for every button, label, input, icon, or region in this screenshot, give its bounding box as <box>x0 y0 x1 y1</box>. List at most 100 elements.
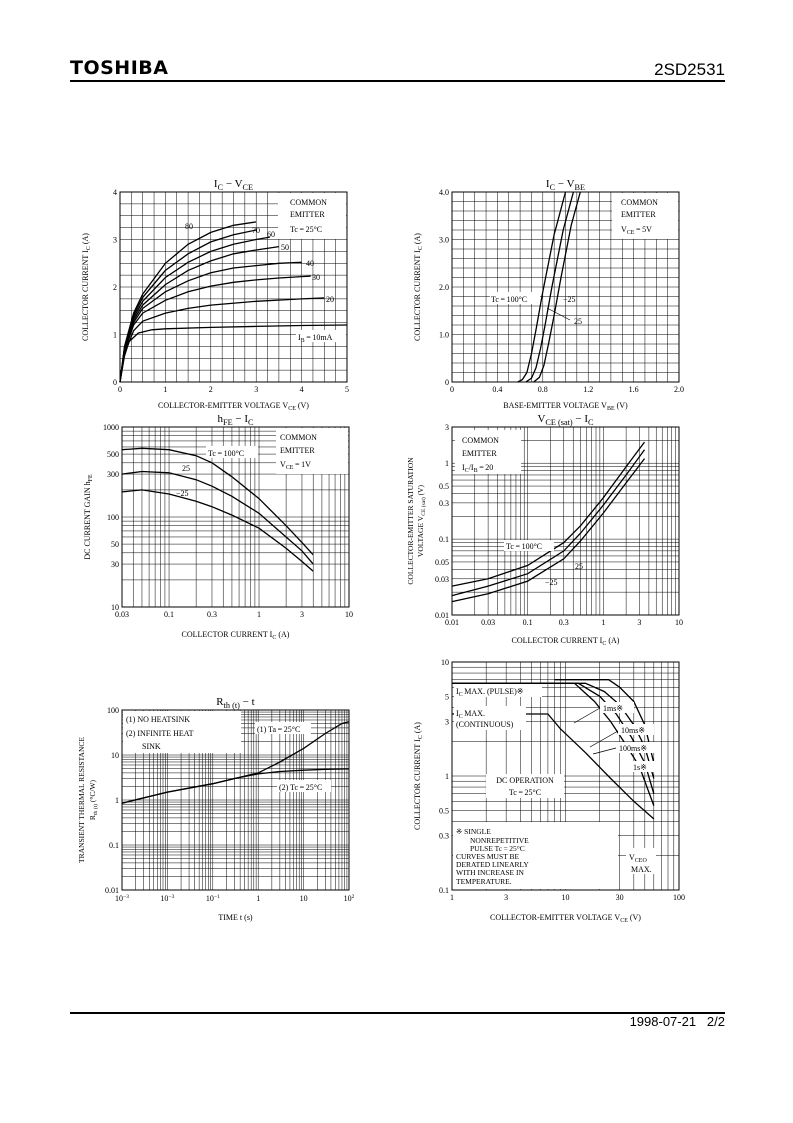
hfe-ic-ylabel: DC CURRENT GAIN hFE <box>83 474 94 560</box>
footer-page: 2/2 <box>706 1014 725 1029</box>
ic-vbe-legend-line-part: CE <box>627 230 635 236</box>
hfe-ic-xlabel-part: (A) <box>276 630 289 639</box>
soa-dc-label2: Tc = 25°C <box>509 788 541 797</box>
ic-vce-title-part: C <box>218 183 224 192</box>
hfe-ic-legend-line-part: CE <box>286 465 294 471</box>
ic-vce-legend-line: EMITTER <box>290 210 325 219</box>
ic-vce-title-part: − V <box>223 178 243 190</box>
ic-vbe-legend-line: EMITTER <box>621 210 656 219</box>
ic-vce-ylabel-part: (A) <box>81 233 90 246</box>
soa-label-bg <box>630 761 658 772</box>
ic-vce-xlabel: COLLECTOR-EMITTER VOLTAGE VCE (V) <box>158 401 309 412</box>
ic-vbe-xtick-label: 2.0 <box>674 385 684 394</box>
hfe-ic-ytick-label: 500 <box>107 450 119 459</box>
soa-ms10-label: 10ms※ <box>621 726 645 735</box>
vce-sat-legend-line: EMITTER <box>462 449 497 458</box>
ic-vbe-ylabel: COLLECTOR CURRENT IC (A) <box>413 233 424 341</box>
hfe-ic-xtick-label: 1 <box>257 610 261 619</box>
ic-vbe-xtick-label: 0.4 <box>492 385 502 394</box>
rth-t-xtick-label-part: −3 <box>123 894 129 900</box>
soa-label-bg <box>454 684 542 697</box>
hfe-ic-series-line-1 <box>121 470 314 565</box>
soa-xlabel-part: COLLECTOR-EMITTER VOLTAGE V <box>490 913 620 922</box>
ic-vbe-xtick-label: 1.2 <box>583 385 593 394</box>
ic-vbe-ytick-label: 1.0 <box>439 331 449 340</box>
soa-ms1-label: 1ms※ <box>603 704 623 713</box>
rth-t-xtick-label: 10−3 <box>115 894 129 903</box>
ic-vce-series-label-ib: IB = 10mA <box>298 333 333 344</box>
hfe-ic-legend-line-part: V <box>280 460 286 469</box>
ic-vbe-xlabel-part: (V) <box>615 401 628 410</box>
ic-vbe-series-line-1 <box>525 191 575 383</box>
hfe-ic-legend-line: VCE = 1V <box>280 460 311 471</box>
vce-sat-xtick-label: 0.3 <box>559 618 569 627</box>
vce-sat-label-bg <box>504 540 554 551</box>
ic-vbe-title-part: I <box>546 178 550 190</box>
soa-vceo-label-part: V <box>629 853 635 862</box>
soa-ylabel-part: (A) <box>413 722 422 735</box>
ic-vce-xlabel-part: (V) <box>296 401 309 410</box>
hfe-ic-title: hFE − IC <box>217 413 254 427</box>
ic-vbe-title-part: − V <box>555 178 575 190</box>
ic-vce-ytick-label: 0 <box>113 378 117 387</box>
vce-sat-series-line-1 <box>451 449 646 597</box>
ic-vce-xtick-label: 5 <box>345 385 349 394</box>
vce-sat-xtick-label: 1 <box>601 618 605 627</box>
soa-cont-label2: (CONTINUOUS) <box>456 720 514 729</box>
vce-sat-ytick-label: 0.5 <box>439 482 449 491</box>
hfe-ic-ytick-label: 50 <box>111 540 119 549</box>
rth-t-legend-line: (1) NO HEATSINK <box>126 715 190 724</box>
ic-vbe-title-part: BE <box>575 183 586 192</box>
rth-t-ylabel2: Rth (t) (°C/W) <box>88 779 99 820</box>
ic-vce-frame <box>119 191 348 383</box>
soa-ytick-label: 0.1 <box>439 886 449 895</box>
rth-t-xtick-label: 1 <box>256 894 260 903</box>
ic-vce-xlabel-part: COLLECTOR-EMITTER VOLTAGE V <box>158 401 288 410</box>
rth-t-xlabel-part: TIME t <box>218 913 243 922</box>
rth-t-xtick-label-part: −3 <box>168 894 174 900</box>
ic-vce-ylabel-part: COLLECTOR CURRENT I <box>81 250 90 341</box>
rth-t-xtick-label-part: 1 <box>256 894 260 903</box>
soa-ylabel: COLLECTOR CURRENT IC (A) <box>413 722 424 830</box>
rth-t-ytick-label: 0.1 <box>109 841 119 850</box>
ic-vce-series-label: 40 <box>306 259 314 268</box>
rth-t-ylabel: TRANSIENT THERMAL RESISTANCE <box>77 737 86 863</box>
hfe-ic-series-label: −25 <box>176 489 189 498</box>
ic-vbe-xlabel: BASE-EMITTER VOLTAGE VBE (V) <box>503 401 628 412</box>
hfe-ic-xtick-label: 0.1 <box>164 610 174 619</box>
vce-sat-legend-line: COMMON <box>462 436 499 445</box>
vce-sat-ytick-label: 3 <box>445 423 449 432</box>
rth-t-xlabel-part: (s) <box>242 913 253 922</box>
soa-pulse-label-part: MAX. (PULSE)※ <box>463 687 524 696</box>
soa-pulse-label: IC MAX. (PULSE)※ <box>456 687 523 698</box>
vce-sat-legend-bg <box>455 430 521 474</box>
ic-vbe-ylabel-part: C <box>418 246 424 250</box>
rth-t-frame <box>121 709 350 891</box>
hfe-ic-title-part: C <box>248 418 254 427</box>
rth-t-label-bg <box>277 780 331 792</box>
hfe-ic-legend-line: EMITTER <box>280 446 315 455</box>
soa-leader-line <box>589 730 619 748</box>
ic-vbe-ytick-label: 3.0 <box>439 236 449 245</box>
rth-t-title-part: th (t) <box>224 701 241 710</box>
soa-ytick-label: 5 <box>445 692 449 701</box>
hfe-ic-legend-line-part: = 1V <box>293 460 311 469</box>
ic-vbe-series-label: −25 <box>563 295 576 304</box>
ic-vce-xtick-label: 0 <box>118 385 122 394</box>
rth-t-title-part: R <box>216 696 224 708</box>
rth-t-xtick-label: 102 <box>344 894 355 903</box>
ic-vbe-leader-line <box>546 307 571 321</box>
hfe-ic-label-bg <box>206 446 258 458</box>
vce-sat-xlabel-part: COLLECTOR CURRENT I <box>512 636 603 645</box>
soa-label-bg <box>486 774 564 798</box>
vce-sat-xtick-label: 0.01 <box>445 618 459 627</box>
soa-label-bg <box>600 702 634 713</box>
vce-sat-series-label: −25 <box>545 578 558 587</box>
ic-vbe-legend-line: COMMON <box>621 198 658 207</box>
ic-vbe-ylabel-part: COLLECTOR CURRENT I <box>413 250 422 341</box>
soa-ytick-label: 1 <box>445 772 449 781</box>
ic-vbe-title: IC − VBE <box>546 178 585 192</box>
soa-label-bg <box>618 724 654 735</box>
soa-note-line: PULSE Tc = 25°C <box>470 844 525 853</box>
part-number: 2SD2531 <box>654 60 725 79</box>
